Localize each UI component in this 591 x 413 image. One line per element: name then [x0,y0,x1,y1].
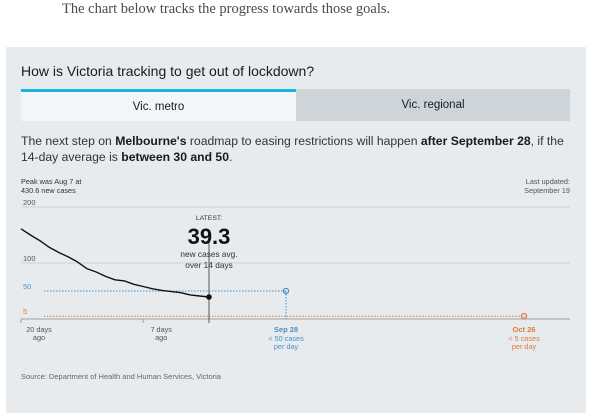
series-line [20,228,210,298]
latest-value: 39.3 [188,224,231,249]
desc-bold-range: between 30 and 50 [121,150,229,164]
target-date-label: Oct 26 [513,325,536,334]
desc-bold-melbourne: Melbourne's [115,134,187,148]
y-tick-label: 200 [23,198,36,207]
target-marker [282,287,290,295]
target-caption: per day [274,342,299,351]
latest-note: over 14 days [185,260,233,270]
last-updated-note: September 19 [524,186,570,195]
card-title: How is Victoria tracking to get out of l… [21,63,315,79]
region-tabs: Vic. metro Vic. regional [21,89,570,121]
desc-part-2: roadmap to easing restrictions will happ… [186,134,421,148]
target-marker [520,313,528,320]
tracker-card: How is Victoria tracking to get out of l… [6,47,586,413]
tab-vic-metro-label: Vic. metro [132,100,185,113]
x-tick-label: ago [33,333,45,342]
target-date-label: Sep 28 [274,325,298,334]
last-updated-note: Last updated: [526,177,570,186]
peak-note: Peak was Aug 7 at [21,177,81,186]
latest-note: new cases avg. [180,249,237,259]
tab-vic-regional-label: Vic. regional [401,99,465,111]
desc-bold-date: after September 28 [420,134,531,148]
source-note: Source: Department of Health and Human S… [21,372,221,381]
x-tick-label: ago [155,333,167,342]
desc-part-4: . [228,150,233,164]
latest-label: LATEST: [196,215,222,222]
tab-vic-metro[interactable]: Vic. metro [21,89,296,121]
intro-text: The chart below tracks the progress towa… [62,1,391,17]
y-tick-label: 100 [23,254,36,263]
target-caption: < 5 cases [508,334,540,343]
y-tick-label: 5 [23,307,27,316]
tab-vic-regional[interactable]: Vic. regional [296,89,570,121]
target-caption: per day [512,342,537,351]
peak-note: 430.6 new cases [21,186,76,195]
x-tick-label: 7 days [150,325,172,334]
desc-part-1: The next step on [21,134,116,148]
latest-point [206,294,212,300]
y-tick-label: 50 [23,282,31,291]
roadmap-description: The next step on Melbourne's roadmap to … [21,133,576,165]
desc-part-3: , if the 14-day average is [21,134,564,164]
x-tick-label: 20 days [26,325,52,334]
target-caption: < 50 cases [268,334,304,343]
